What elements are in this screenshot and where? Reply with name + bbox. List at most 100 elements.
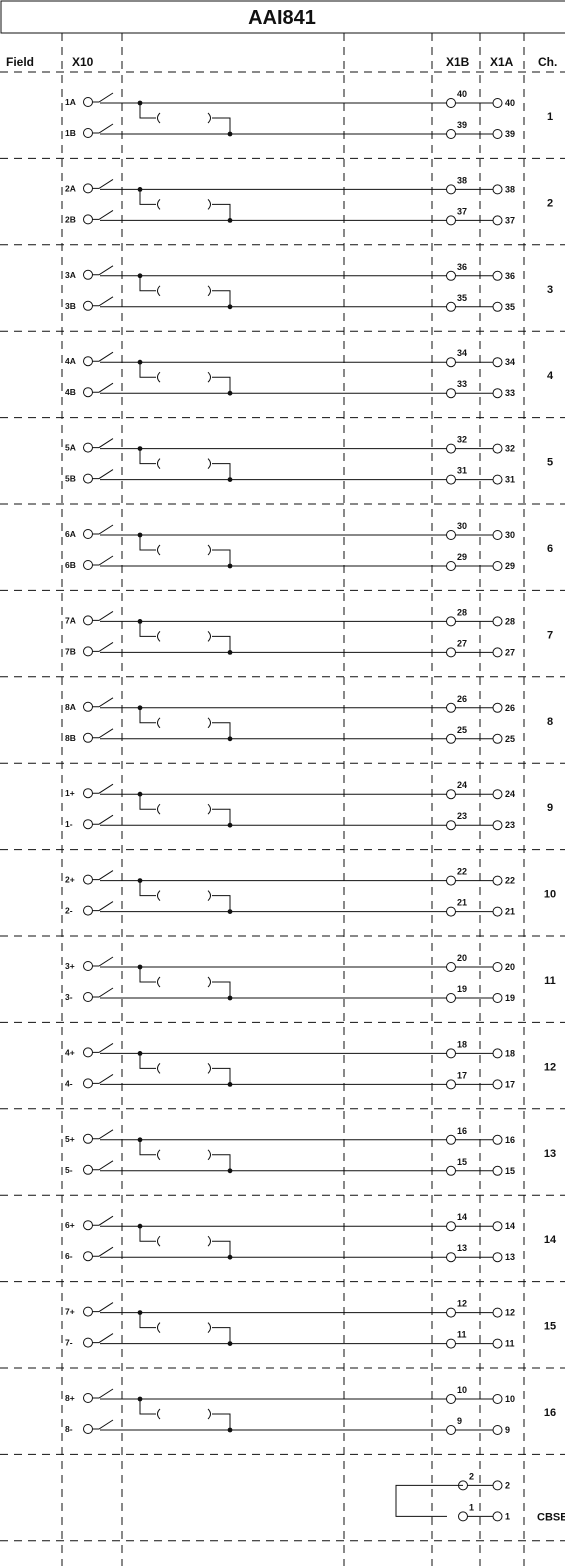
x1a-terminal-number: 29: [505, 561, 515, 571]
terminal-circle: [83, 1220, 93, 1231]
cbse-x1a-terminal-number: 1: [505, 1511, 510, 1521]
terminal-circle: [83, 992, 93, 1002]
x1b-terminal-circle: [446, 1338, 456, 1349]
channel-row: 4A 4B 34 34 33 33 4: [65, 348, 554, 399]
grid-lines: [0, 33, 565, 1566]
x1a-terminal-circle: [492, 875, 503, 886]
channel-row: 7+ 7- 12 12 11 11 15: [65, 1299, 556, 1349]
terminal-circle: [83, 214, 93, 225]
x1b-terminal-circle: [446, 301, 456, 312]
x1a-terminal-number: 24: [505, 789, 515, 799]
capacitor-plate: [207, 890, 211, 901]
channel-number: 10: [544, 889, 556, 901]
x1b-terminal-number: 37: [457, 206, 467, 216]
switch-contact: [92, 123, 114, 134]
stub-wire: [139, 621, 156, 637]
x1b-terminal-number: 20: [457, 953, 467, 963]
capacitor-plate: [157, 631, 161, 642]
channel-number: 3: [547, 284, 553, 296]
capacitor-plate: [157, 1235, 161, 1247]
x1b-terminal-number: 22: [457, 867, 467, 877]
x1b-terminal-circle: [446, 98, 456, 108]
terminal-circle: [83, 961, 93, 971]
capacitor-plate: [157, 1063, 161, 1074]
field-terminal-label: 1A: [65, 97, 76, 107]
stub-wire: [212, 376, 231, 394]
x1a-terminal-circle: [492, 388, 503, 399]
x1b-terminal-circle: [446, 962, 456, 972]
x1a-terminal-number: 13: [505, 1252, 515, 1262]
x1a-terminal-circle: [492, 906, 503, 917]
stub-wire: [212, 463, 231, 480]
capacitor-plate: [207, 1408, 211, 1420]
x1a-terminal-number: 17: [505, 1079, 515, 1089]
x1a-terminal-number: 34: [505, 357, 515, 367]
switch-contact: [92, 351, 114, 362]
x1a-terminal-circle: [492, 215, 503, 226]
x1a-terminal-circle: [492, 98, 503, 108]
x1b-terminal-number: 17: [457, 1070, 467, 1080]
field-terminal-label: 1B: [65, 128, 76, 138]
channel-row: 3A 3B 36 36 35 35 3: [65, 262, 553, 312]
x1a-terminal-number: 19: [505, 993, 515, 1003]
stub-wire: [139, 189, 156, 205]
cbse-x1b-terminal-circle: [458, 1511, 468, 1522]
field-terminal-label: 3A: [65, 270, 76, 280]
field-terminal-label: 2B: [65, 214, 76, 224]
capacitor-plate: [157, 890, 161, 901]
channel-number: 5: [547, 457, 553, 469]
switch-contact: [92, 1042, 114, 1053]
stub-wire: [212, 722, 231, 739]
field-terminal-label: 6-: [65, 1251, 73, 1261]
header-field: Field: [6, 55, 34, 69]
x1a-terminal-circle: [492, 530, 503, 540]
stub-wire: [139, 362, 156, 378]
x1a-terminal-number: 32: [505, 444, 515, 454]
field-terminal-label: 4A: [65, 356, 76, 366]
field-terminal-label: 2-: [65, 906, 73, 916]
x1b-terminal-circle: [446, 875, 456, 886]
capacitor-plate: [207, 803, 211, 815]
stub-wire: [212, 808, 231, 826]
x1a-terminal-circle: [492, 301, 503, 312]
switch-contact: [92, 469, 114, 480]
stub-wire: [139, 1399, 156, 1415]
x1b-terminal-circle: [446, 1079, 456, 1090]
terminal-circle: [83, 646, 93, 657]
stub-wire: [139, 1053, 156, 1069]
x1b-terminal-circle: [446, 616, 456, 627]
channel-row: 5+ 5- 16 16 15 15 13: [65, 1126, 556, 1176]
x1a-terminal-circle: [492, 561, 503, 571]
channel-row: 8A 8B 26 26 25 25 8: [65, 694, 553, 744]
x1b-terminal-circle: [446, 1165, 456, 1176]
switch-contact: [92, 641, 114, 652]
capacitor-plate: [157, 1408, 161, 1420]
stub-wire: [139, 707, 156, 724]
x1a-terminal-number: 27: [505, 647, 515, 657]
stub-wire: [212, 290, 231, 307]
stub-wire: [212, 203, 231, 221]
channel-row: 3+ 3- 20 20 19 19 11: [65, 953, 556, 1003]
channel-number: 4: [547, 370, 554, 382]
x1b-terminal-circle: [446, 215, 456, 226]
x1a-terminal-number: 28: [505, 616, 515, 626]
x1b-terminal-number: 40: [457, 89, 467, 99]
stub-wire: [139, 1139, 156, 1156]
field-terminal-label: 1-: [65, 819, 73, 829]
junction-dot: [137, 705, 143, 711]
field-terminal-label: 5+: [65, 1134, 75, 1144]
capacitor-plate: [157, 976, 161, 988]
x1a-terminal-circle: [492, 1165, 503, 1176]
capacitor-plate: [207, 976, 211, 988]
field-terminal-label: 2A: [65, 183, 76, 193]
switch-contact: [92, 1419, 114, 1430]
x1a-terminal-circle: [492, 1338, 503, 1349]
x1a-terminal-number: 36: [505, 271, 515, 281]
field-terminal-label: 3-: [65, 992, 73, 1002]
capacitor-plate: [157, 371, 161, 383]
stub-wire: [139, 1312, 156, 1329]
stub-wire: [212, 1240, 231, 1258]
channel-rows: 1A1B4040393912A2B3838373723A3B3636353534…: [65, 89, 557, 1435]
field-terminal-label: 2+: [65, 875, 75, 885]
x1a-terminal-circle: [492, 184, 503, 195]
